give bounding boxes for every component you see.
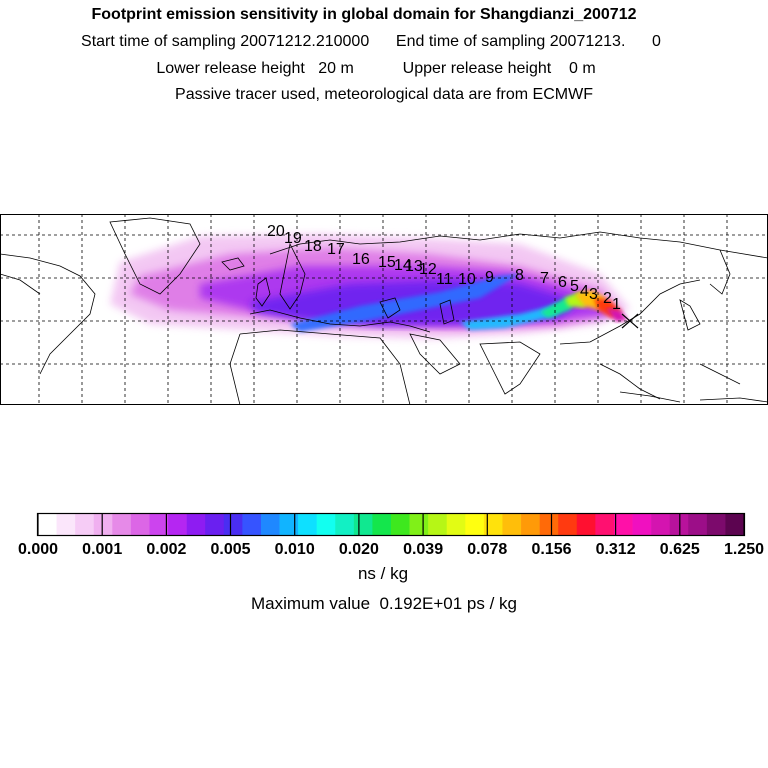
colorbar-cell	[75, 514, 95, 536]
colorbar-cell	[502, 514, 522, 536]
colorbar-cell	[391, 514, 410, 536]
trajectory-label: 15	[378, 254, 396, 271]
colorbar-labels: 0.000 0.001 0.002 0.005 0.010 0.020 0.039 0.078…	[18, 541, 764, 558]
colorbar-cell	[613, 514, 633, 536]
trajectory-label: 1	[612, 296, 621, 313]
trajectory-label: 8	[515, 267, 524, 284]
trajectory-label: 18	[304, 238, 322, 255]
colorbar-cell	[372, 514, 392, 536]
colorbar-cell	[595, 514, 615, 536]
colorbar-cell	[298, 514, 317, 536]
colorbar-tick-label: 0.002	[146, 541, 186, 558]
colorbar-cell	[409, 514, 429, 536]
colorbar-tick-label: 0.156	[531, 541, 571, 558]
plot-title: Footprint emission sensitivity in global…	[91, 6, 637, 23]
trajectory-label: 5	[570, 278, 579, 295]
trajectory-label: 16	[352, 251, 370, 268]
colorbar-tick-label: 0.312	[596, 541, 636, 558]
colorbar-cell	[669, 514, 689, 536]
colorbar-tick-label: 0.010	[275, 541, 315, 558]
colorbar-cell	[112, 514, 132, 536]
colorbar-cell	[279, 514, 299, 536]
colorbar-cell	[632, 514, 652, 536]
emission-plume	[110, 234, 630, 339]
trajectory-label: 13	[405, 258, 423, 275]
tracer-info-line: Passive tracer used, meteorological data…	[175, 86, 593, 103]
colorbar-cell	[539, 514, 559, 536]
colorbar-frame	[36, 512, 746, 537]
colorbar-cell	[186, 514, 206, 536]
sampling-time-line: Start time of sampling 20071212.210000 E…	[81, 33, 661, 50]
colorbar-tick-label: 0.039	[403, 541, 443, 558]
colorbar-tick-label: 1.250	[724, 541, 764, 558]
trajectory-label: 7	[540, 270, 549, 287]
x-cross-icon	[621, 313, 639, 329]
colorbar: 0.000 0.001 0.002 0.005 0.010 0.020 0.039 0.078…	[18, 512, 764, 558]
colorbar-cell	[130, 514, 150, 536]
trajectory-label: 6	[558, 274, 567, 291]
colorbar-cell	[205, 514, 225, 536]
colorbar-cell	[316, 514, 336, 536]
colorbar-cell	[56, 514, 76, 536]
colorbar-cell	[651, 514, 670, 536]
colorbar-unit: ns / kg	[357, 564, 409, 583]
colorbar-cell	[149, 514, 169, 536]
lat-lon-grid	[0, 214, 768, 405]
colorbar-tick-label: 0.005	[210, 541, 250, 558]
trajectory-label: 4	[580, 283, 589, 300]
colorbar-tick-label: 0.078	[467, 541, 507, 558]
trajectory-label: 20	[267, 223, 285, 240]
colorbar-tick-label: 0.625	[660, 541, 700, 558]
colorbar-tick-label: 0.020	[339, 541, 379, 558]
trajectory-label: 14	[394, 257, 412, 274]
colorbar-cell	[223, 514, 243, 536]
colorbar-cell	[483, 514, 503, 536]
colorbar-cell	[465, 514, 485, 536]
colorbar-tick-label: 0.000	[18, 541, 58, 558]
trajectory-label: 9	[485, 269, 494, 286]
colorbar-cell	[93, 514, 113, 536]
trajectory-label: 11	[436, 271, 453, 288]
trajectory-labels: 20 19 18 17 16 15 14 13 12 11 10 9 8 7 6…	[267, 223, 621, 313]
colorbar-cell	[335, 514, 355, 536]
release-height-line: Lower release height 20 m Upper release …	[156, 60, 596, 77]
colorbar-cell	[706, 514, 726, 536]
trajectory-label: 12	[419, 261, 437, 278]
footprint-map: 20 19 18 17 16 15 14 13 12 11 10 9 8 7 6…	[0, 214, 768, 405]
colorbar-cell	[558, 514, 578, 536]
colorbar-cell	[725, 514, 745, 536]
trajectory-label: 10	[458, 271, 476, 288]
colorbar-cell	[576, 514, 596, 536]
colorbar-cell	[260, 514, 280, 536]
colorbar-cell	[38, 514, 57, 536]
trajectory-label: 17	[327, 241, 345, 258]
colorbar-cell	[242, 514, 262, 536]
colorbar-cell	[521, 514, 540, 536]
trajectory-label: 2	[603, 290, 612, 307]
trajectory-label: 19	[284, 230, 302, 247]
colorbar-cell	[168, 514, 187, 536]
colorbar-cell	[446, 514, 466, 536]
colorbar-tick-label: 0.001	[82, 541, 122, 558]
colorbar-cell	[688, 514, 708, 536]
colorbar-cell	[353, 514, 373, 536]
maximum-value: Maximum value 0.192E+01 ps / kg	[251, 594, 517, 613]
colorbar-cell	[428, 514, 448, 536]
colorbar-cells	[38, 514, 745, 536]
trajectory-label: 3	[589, 286, 598, 303]
